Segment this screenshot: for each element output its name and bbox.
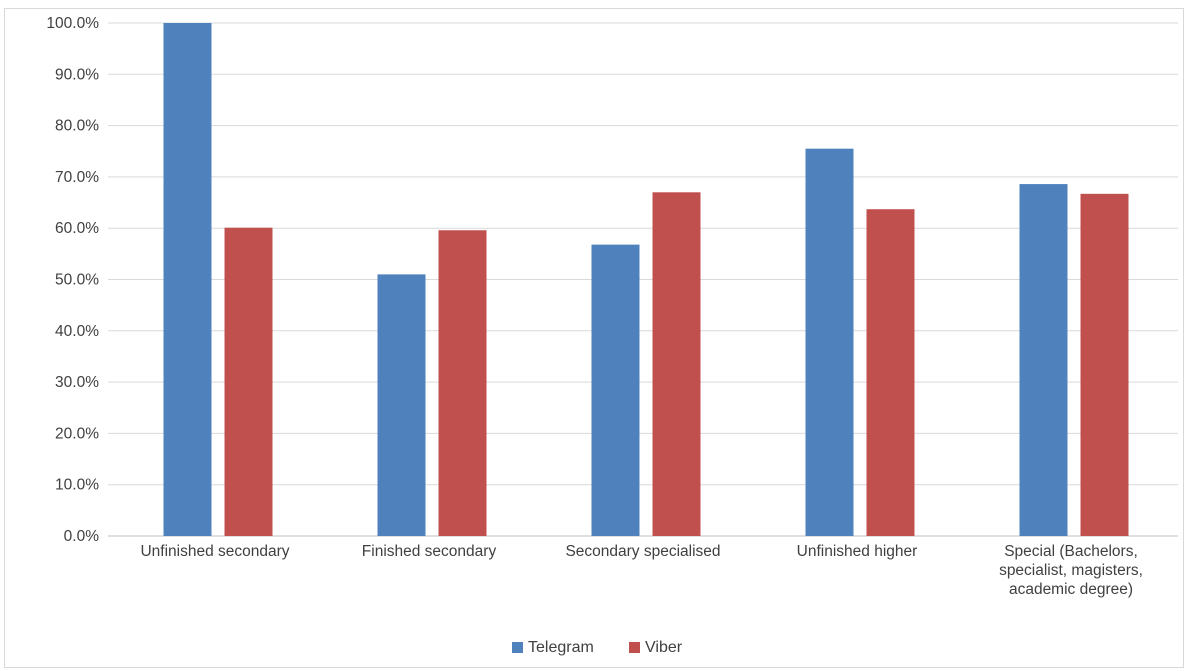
y-tick-label: 60.0% xyxy=(55,220,99,237)
legend-label-viber: Viber xyxy=(645,639,683,656)
bar-viber xyxy=(224,227,273,536)
y-tick-label: 0.0% xyxy=(64,528,100,545)
bar-viber xyxy=(652,192,701,537)
y-tick-label: 100.0% xyxy=(46,15,99,32)
chart-frame xyxy=(4,8,1184,668)
bar-telegram xyxy=(591,244,640,536)
bar-telegram xyxy=(1019,184,1068,536)
x-category-label: Unfinished secondary xyxy=(140,543,289,560)
y-tick-label: 80.0% xyxy=(55,118,99,135)
bar-telegram xyxy=(805,148,854,536)
y-tick-label: 70.0% xyxy=(55,169,99,186)
bar-telegram xyxy=(163,23,212,536)
y-tick-label: 30.0% xyxy=(55,374,99,391)
y-tick-label: 50.0% xyxy=(55,272,99,289)
legend-swatch-viber xyxy=(629,642,640,653)
x-category-label: academic degree) xyxy=(1009,581,1133,598)
legend-label-telegram: Telegram xyxy=(528,639,594,656)
bar-viber xyxy=(438,230,487,536)
x-category-label: Special (Bachelors, xyxy=(1004,543,1138,560)
legend-swatch-telegram xyxy=(512,642,523,653)
bar-viber xyxy=(866,209,915,536)
x-category-label: Unfinished higher xyxy=(797,543,918,560)
y-tick-label: 10.0% xyxy=(55,477,99,494)
x-category-label: Finished secondary xyxy=(362,543,497,560)
y-tick-label: 40.0% xyxy=(55,323,99,340)
x-category-label: specialist, magisters, xyxy=(999,562,1143,579)
bar-telegram xyxy=(377,274,426,536)
y-tick-label: 20.0% xyxy=(55,425,99,442)
y-tick-label: 90.0% xyxy=(55,66,99,83)
bar-viber xyxy=(1080,193,1129,537)
x-category-label: Secondary specialised xyxy=(565,543,720,560)
